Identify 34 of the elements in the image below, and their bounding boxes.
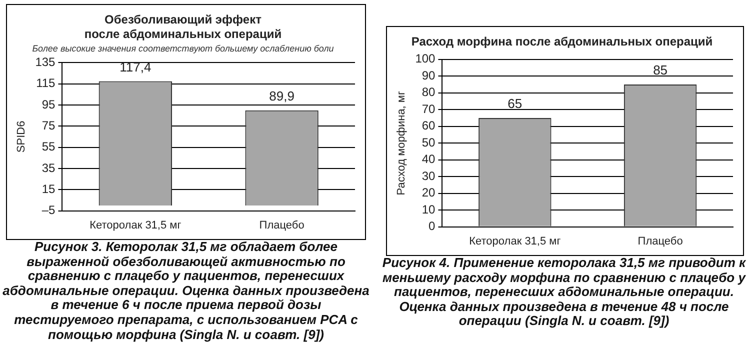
y-tick-label: 55 — [42, 140, 56, 154]
y-tick-label: 20 — [422, 186, 436, 200]
data-label: 117,4 — [120, 59, 152, 74]
y-tick-label: 90 — [422, 68, 436, 82]
y-tick-label: 75 — [42, 118, 56, 132]
text: Рисунок 4. Применение кеторолака 31,5 мг приводит к меньшему расходу морфина по сравнению с плацебо у пациентов, перенесших абдоминальные операции. Оценка данных произведена в течение 48 ч после операции (Singla N. и соавт. [9]) — [381, 255, 747, 329]
y-tick-label: 95 — [42, 97, 56, 112]
y-tick-label: 100 — [415, 52, 436, 66]
x-tick-label: Кеторолак 31,5 мг — [90, 219, 182, 232]
y-tick-label: –5 — [42, 203, 56, 218]
y-tick-label: 50 — [422, 135, 436, 150]
x-tick-label: Кеторолак 31,5 мг — [469, 235, 561, 248]
y-tick-label: 135 — [35, 54, 56, 69]
y-tick-label: 80 — [422, 85, 436, 100]
y-tick-label: 10 — [422, 202, 436, 216]
chart-title: Обезболивающий эффект после абдоминальных операций — [84, 12, 282, 41]
y-tick-label: 115 — [36, 76, 56, 90]
data-label: 65 — [508, 96, 522, 112]
data-label: 89,9 — [269, 88, 294, 104]
text: Рисунок 3. Кеторолак 31,5 мг обладает более выраженной обезболивающей активностью по сравнению с плацебо у пациентов, перенесших абдоминальные операции. Оценка данных произведена в течение 6 ч после приема первой дозы тестируемого препарата, с использованием PCA с помощью морфина (Singla N. и соавт. [9]) — [2, 239, 370, 342]
y-axis-title: Расход морфина, мг — [396, 91, 408, 196]
chart-subtitle: Более высокие значения соответствуют большему ослаблению боли — [32, 44, 334, 54]
y-tick-label: 30 — [422, 168, 436, 183]
y-tick-label: 60 — [422, 118, 436, 133]
y-tick-label: 35 — [42, 160, 56, 175]
x-tick-label: Плацебо — [638, 235, 683, 248]
y-tick-label: 15 — [42, 182, 56, 196]
y-axis-title: SPID6 — [16, 120, 28, 153]
data-label: 85 — [653, 62, 668, 78]
y-tick-label: 70 — [422, 102, 436, 116]
x-tick-label: Плацебо — [259, 219, 304, 232]
y-tick-label: 0 — [428, 219, 436, 234]
y-tick-label: 40 — [422, 152, 436, 166]
chart-title: Расход морфина после абдоминальных операций — [411, 34, 713, 49]
